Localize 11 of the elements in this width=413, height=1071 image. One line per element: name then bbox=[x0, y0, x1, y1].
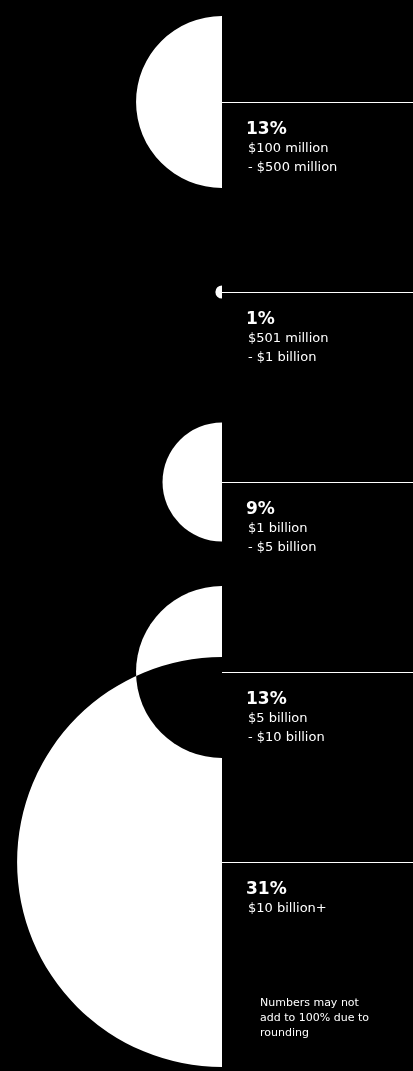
category-label: $5 billion - $10 billion bbox=[248, 709, 325, 746]
data-label: 9% bbox=[246, 498, 275, 518]
category-label: $1 billion - $5 billion bbox=[248, 519, 317, 556]
data-label: 31% bbox=[246, 878, 287, 898]
category-label: $501 million - $1 billion bbox=[248, 329, 329, 366]
data-label: 13% bbox=[246, 688, 287, 708]
data-label: 1% bbox=[246, 308, 275, 328]
category-label: $100 million - $500 million bbox=[248, 139, 338, 176]
text: Numbers may not add to 100% due to rounding bbox=[260, 995, 370, 1040]
category-label: $10 billion+ bbox=[248, 899, 327, 917]
data-label: 13% bbox=[246, 118, 287, 138]
